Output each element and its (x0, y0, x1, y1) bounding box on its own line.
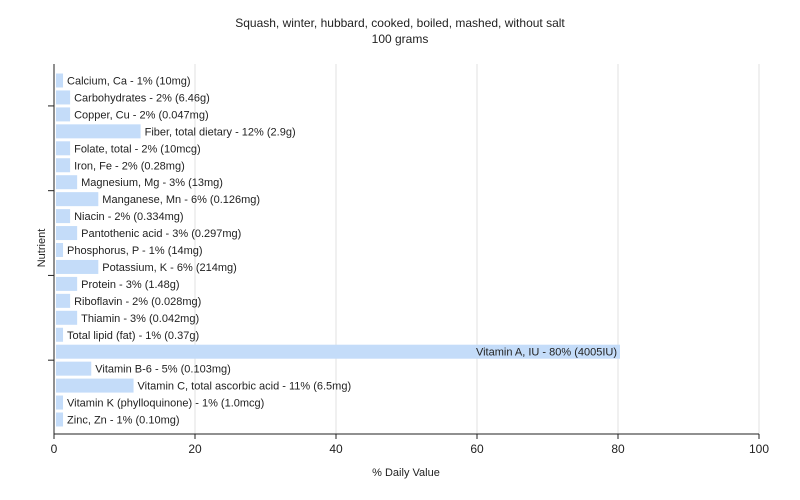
bar (56, 293, 71, 308)
bar-label: Folate, total - 2% (10mcg) (74, 143, 201, 155)
bar-label: Vitamin K (phylloquinone) - 1% (1.0mcg) (67, 398, 264, 410)
bar (56, 243, 64, 257)
chart-subtitle: 100 grams (371, 32, 429, 46)
bar-label: Manganese, Mn - 6% (0.126mg) (102, 194, 260, 206)
bar-label: Calcium, Ca - 1% (10mg) (67, 76, 190, 88)
bar-label: Phosphorus, P - 1% (14mg) (67, 245, 203, 257)
bar (56, 73, 64, 88)
x-tick-label: 60 (470, 442, 484, 456)
bar (56, 412, 64, 427)
bar-label: Riboflavin - 2% (0.028mg) (74, 296, 201, 308)
bar-label: Magnesium, Mg - 3% (13mg) (81, 177, 223, 189)
bar-label: Iron, Fe - 2% (0.28mg) (74, 160, 185, 172)
bar (56, 175, 78, 190)
bar-label: Potassium, K - 6% (214mg) (102, 262, 237, 274)
bar (56, 276, 78, 291)
bar (56, 226, 78, 241)
bar (56, 310, 78, 325)
chart-title: Squash, winter, hubbard, cooked, boiled,… (235, 16, 565, 30)
bar (56, 192, 99, 207)
axes: 0 20 40 60 80 100 (48, 64, 769, 456)
x-tick-label: 40 (329, 442, 343, 456)
bar-label: Vitamin C, total ascorbic acid - 11% (6.… (138, 381, 352, 393)
bar-label: Zinc, Zn - 1% (0.10mg) (67, 415, 179, 427)
y-axis-title: Nutrient (36, 229, 48, 268)
bar-label: Fiber, total dietary - 12% (2.9g) (145, 126, 296, 138)
bar (56, 378, 134, 393)
bar (56, 90, 71, 105)
bars: Calcium, Ca - 1% (10mg) Carbohydrates - 2… (56, 73, 620, 427)
bar (56, 395, 64, 410)
chart-title-block: Squash, winter, hubbard, cooked, boiled,… (0, 15, 800, 47)
bar-label: Total lipid (fat) - 1% (0.37g) (67, 330, 199, 342)
bar-label: Copper, Cu - 2% (0.047mg) (74, 109, 209, 121)
bar-label: Vitamin B-6 - 5% (0.103mg) (95, 364, 231, 376)
bar (56, 158, 71, 173)
bar (56, 107, 71, 122)
bar (56, 344, 620, 359)
bar (56, 259, 99, 274)
x-axis-title: % Daily Value (372, 467, 440, 479)
x-tick-label: 0 (51, 442, 58, 456)
grid (194, 64, 760, 434)
x-tick-label: 100 (749, 442, 769, 456)
bar-label: Thiamin - 3% (0.042mg) (81, 313, 199, 325)
bar (56, 209, 71, 224)
bar (56, 124, 141, 139)
bar (56, 327, 64, 342)
bar (56, 141, 71, 156)
bar-label: Niacin - 2% (0.334mg) (74, 211, 183, 223)
bar-label: Protein - 3% (1.48g) (81, 279, 179, 291)
bar-label: Carbohydrates - 2% (6.46g) (74, 92, 210, 104)
x-tick-label: 20 (188, 442, 202, 456)
bar-label: Pantothenic acid - 3% (0.297mg) (81, 228, 241, 240)
bar-label: Vitamin A, IU - 80% (4005IU) (476, 347, 617, 359)
bar (56, 361, 92, 376)
x-tick-label: 80 (611, 442, 625, 456)
